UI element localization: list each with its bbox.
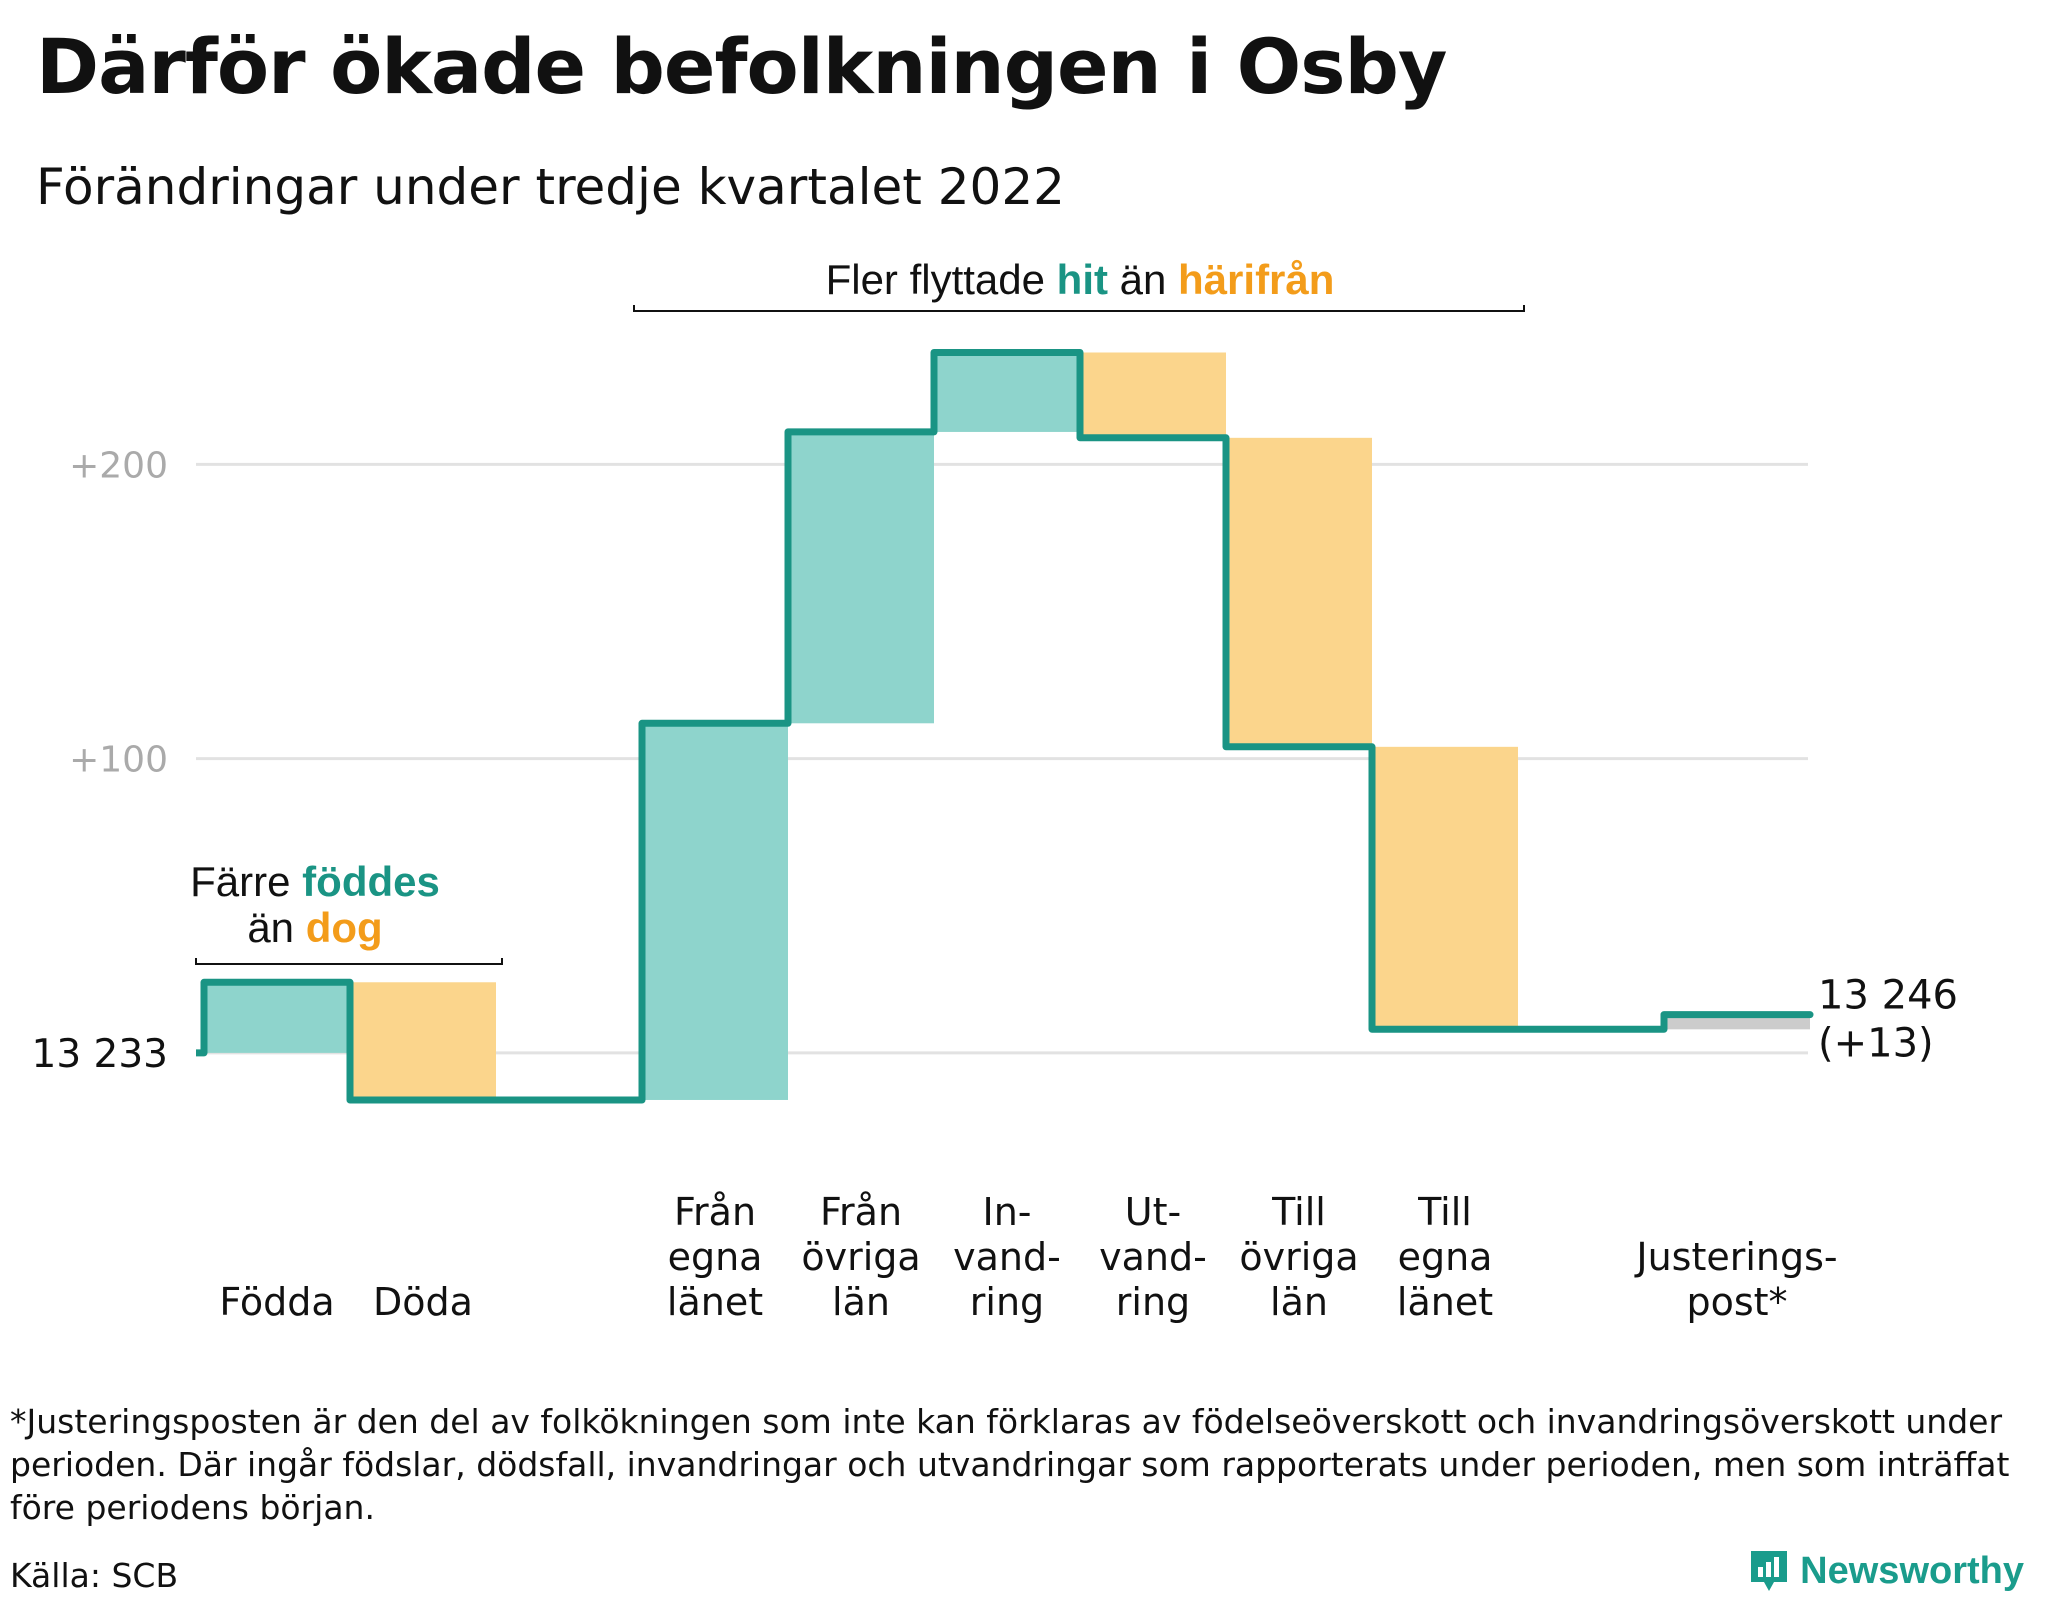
bar-decrease	[1080, 352, 1226, 438]
category-label: länet	[667, 1280, 763, 1324]
births-deaths-bracket	[195, 958, 503, 965]
migration-bracket	[633, 305, 1525, 312]
end-value-label: 13 246	[1818, 973, 1958, 1019]
category-label: Till	[1417, 1190, 1472, 1234]
bar-decrease	[1372, 746, 1518, 1030]
category-label: Till	[1271, 1190, 1326, 1234]
source-credit: Källa: SCB	[10, 1556, 179, 1595]
category-label: Döda	[373, 1280, 473, 1324]
category-label: ring	[1116, 1280, 1190, 1324]
footnote: *Justeringsposten är den del av folkökni…	[10, 1402, 2010, 1527]
category-label: Justerings-	[1634, 1235, 1837, 1279]
bar-layer	[204, 352, 1810, 1100]
category-label: vand-	[1099, 1235, 1207, 1279]
chart-title: Därför ökade befolkningen i Osby	[36, 22, 1447, 111]
bar-increase	[788, 431, 934, 724]
newsworthy-logo-icon	[1751, 1551, 1788, 1591]
category-label: Från	[820, 1190, 902, 1234]
migration-annotation: Fler flyttade hit än härifrån	[633, 256, 1525, 312]
brand-logo[interactable]: Newsworthy	[1748, 1548, 2024, 1594]
bar-increase	[642, 723, 788, 1100]
start-value-label: 13 233	[32, 1032, 168, 1077]
category-label: vand-	[953, 1235, 1061, 1279]
bar-decrease	[1226, 437, 1372, 747]
end-change-label: (+13)	[1818, 1021, 1934, 1067]
migration-heading: Fler flyttade hit än härifrån	[826, 256, 1335, 303]
category-label: övriga	[801, 1235, 920, 1279]
births-deaths-line2: än dog	[247, 904, 382, 951]
category-label: egna	[668, 1235, 763, 1279]
cumulative-step-line	[196, 349, 1814, 1104]
bar-adjustment	[1664, 1014, 1810, 1030]
y-tick-label: +100	[69, 740, 168, 781]
category-label: länet	[1397, 1280, 1493, 1324]
bar-decrease	[350, 982, 496, 1100]
category-label: post*	[1686, 1280, 1787, 1324]
line-layer	[196, 349, 1814, 1104]
category-label: län	[1270, 1280, 1328, 1324]
y-tick-label: +200	[69, 445, 168, 486]
brand-name: Newsworthy	[1800, 1549, 2024, 1592]
category-label: Från	[674, 1190, 756, 1234]
category-label: egna	[1398, 1235, 1493, 1279]
category-label: Ut-	[1125, 1190, 1181, 1234]
bar-increase	[204, 982, 350, 1053]
births-deaths-line1: Färre föddes	[190, 858, 440, 905]
category-label: ring	[970, 1280, 1044, 1324]
category-label: Födda	[219, 1280, 334, 1324]
category-label: In-	[982, 1190, 1031, 1234]
category-label: övriga	[1239, 1235, 1358, 1279]
category-label: län	[832, 1280, 890, 1324]
chart-subtitle: Förändringar under tredje kvartalet 2022	[36, 158, 1065, 216]
bar-increase	[934, 352, 1080, 432]
births-deaths-annotation: Färre föddes än dog	[190, 858, 503, 965]
